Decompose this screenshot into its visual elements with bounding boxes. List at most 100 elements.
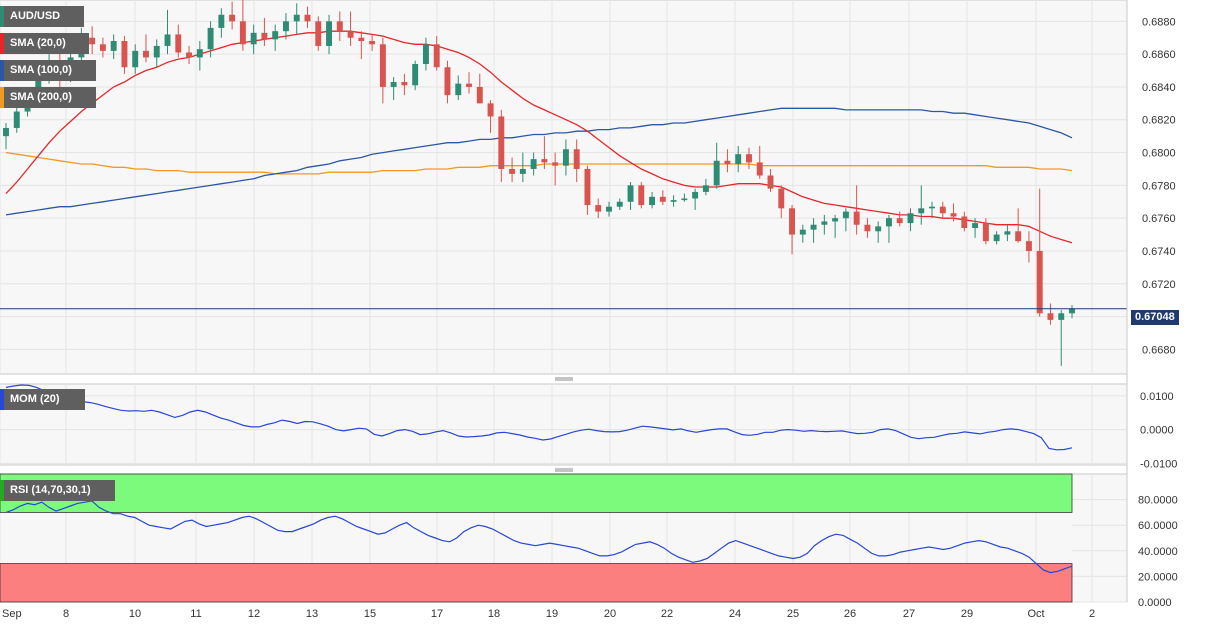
- candle-body: [143, 50, 149, 58]
- legend-rsi-label: RSI (14,70,30,1): [10, 484, 91, 496]
- candle-body: [606, 206, 612, 212]
- price-tick-label: 0.6720: [1142, 279, 1176, 291]
- candle-body: [896, 218, 903, 224]
- candle-body: [444, 67, 451, 96]
- sma200-line: [5, 151, 1073, 175]
- candle-body: [1047, 313, 1054, 320]
- candle-body: [724, 160, 731, 165]
- candle-body: [207, 27, 214, 50]
- price-tick-label: 0.6860: [1142, 49, 1176, 61]
- candle-body: [304, 14, 311, 22]
- candle-body: [509, 168, 516, 174]
- candle-body: [326, 21, 332, 46]
- candle-body: [864, 224, 871, 232]
- candle-body: [153, 45, 160, 58]
- candle-body: [412, 63, 419, 86]
- candle-body: [692, 191, 699, 199]
- candle-body: [175, 34, 182, 53]
- candle-body: [35, 78, 42, 96]
- candle-body: [250, 32, 257, 45]
- candle-body: [282, 21, 289, 32]
- candle-body: [681, 198, 688, 201]
- time-tick-label: 13: [306, 608, 318, 620]
- candle-body: [186, 52, 193, 58]
- candle-body: [918, 208, 925, 214]
- price-tick-label: 0.6880: [1142, 16, 1176, 28]
- time-tick-label: 10: [129, 608, 141, 620]
- candle-body: [1004, 231, 1011, 235]
- sma100-line: [5, 107, 1073, 216]
- candle-body: [659, 196, 666, 202]
- time-tick-label: 11: [190, 608, 201, 620]
- candle-body: [1069, 308, 1075, 314]
- candle-body: [853, 211, 860, 225]
- candle-body: [875, 226, 882, 232]
- candle-body: [132, 50, 139, 68]
- panel-bg-2: [0, 383, 1128, 466]
- candle-body: [552, 162, 559, 166]
- time-tick-label: 22: [661, 608, 673, 620]
- candle-body: [347, 31, 354, 38]
- time-tick-label: 26: [844, 608, 856, 620]
- time-tick-label: 29: [961, 608, 973, 620]
- candle-body: [498, 116, 505, 169]
- mom-tick-label: -0.0100: [1140, 458, 1177, 470]
- candle-body: [110, 41, 117, 51]
- candle-body: [789, 208, 796, 235]
- candle-body: [196, 49, 203, 58]
- rsi-tick-label: 80.0000: [1138, 495, 1178, 507]
- candle-body: [573, 149, 580, 169]
- time-tick-label: 25: [787, 608, 799, 620]
- time-tick-label: 15: [364, 608, 376, 620]
- time-tick-label: 24: [729, 608, 741, 620]
- candle-body: [379, 44, 386, 87]
- candle-body: [778, 188, 785, 209]
- momentum-line: [5, 384, 1073, 451]
- time-tick-label: 12: [248, 608, 260, 620]
- legend-sma20: SMA (20,0): [0, 33, 89, 54]
- candle-body: [584, 168, 591, 206]
- rsi-oversold-zone: [0, 563, 1073, 603]
- candle-body: [810, 224, 817, 230]
- candle-body: [455, 83, 462, 96]
- candle-body: [261, 32, 268, 40]
- candle-body: [89, 37, 96, 45]
- time-tick-label: 27: [903, 608, 915, 620]
- mom-tick-label: 0.0100: [1140, 391, 1174, 403]
- legend-sma200: SMA (200,0): [0, 87, 96, 108]
- candle-body: [369, 41, 376, 45]
- candle-body: [713, 160, 720, 186]
- candle-body: [950, 213, 957, 217]
- candle-body: [390, 82, 397, 87]
- price-tick-label: 0.6780: [1142, 180, 1176, 192]
- candle-body: [939, 206, 946, 214]
- candle-body: [218, 14, 225, 28]
- candle-body: [616, 201, 623, 207]
- candle-body: [315, 21, 322, 46]
- price-tick-label: 0.6820: [1142, 115, 1176, 127]
- candle-body: [121, 41, 128, 68]
- candle-body: [961, 216, 968, 229]
- candle-body: [466, 83, 472, 87]
- legend-symbol: AUD/USD: [0, 6, 84, 27]
- candle-body: [595, 205, 602, 212]
- candle-body: [519, 168, 526, 174]
- candle-body: [767, 175, 774, 189]
- candle-body: [993, 234, 1000, 242]
- candle-body: [885, 218, 892, 227]
- candle-body: [735, 154, 742, 165]
- candle-body: [541, 159, 548, 163]
- candle-body: [638, 185, 645, 206]
- legend-sma20-label: SMA (20,0): [10, 37, 66, 49]
- legend-rsi: RSI (14,70,30,1): [0, 480, 115, 501]
- time-tick-label: 20: [604, 608, 616, 620]
- candle-body: [293, 14, 300, 22]
- candle-body: [164, 34, 171, 46]
- time-tick-label: 18: [488, 608, 500, 620]
- candle-body: [1025, 241, 1032, 251]
- candle-body: [476, 86, 483, 104]
- candle-body: [929, 206, 935, 209]
- candle-body: [562, 149, 569, 166]
